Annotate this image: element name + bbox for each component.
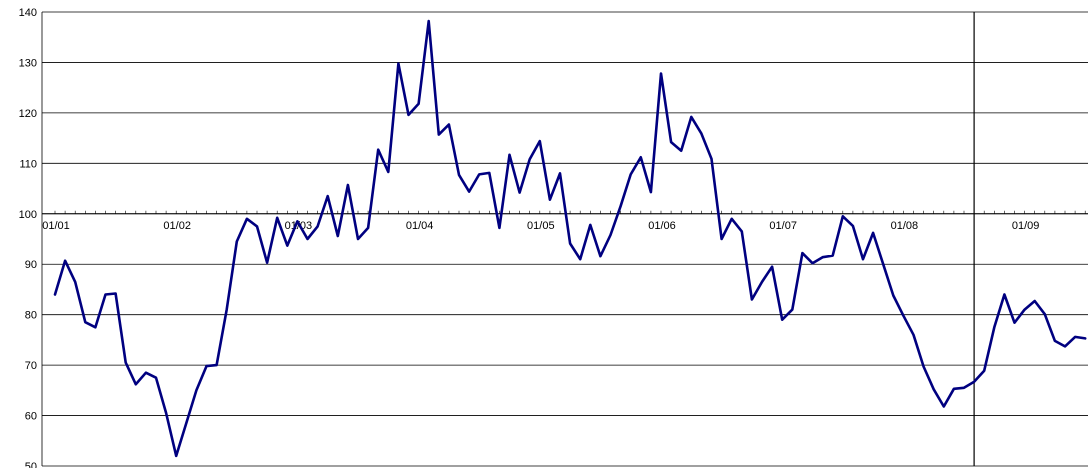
x-tick-label: 01/06 [648,220,676,232]
x-tick-label: 01/03 [285,220,313,232]
axes [41,12,1088,466]
x-tick-label: 01/09 [1012,220,1040,232]
x-tick-label: 01/04 [406,220,434,232]
gridlines [42,11,1088,467]
series-layer [53,19,1087,458]
y-tick-label: 100 [19,209,37,221]
y-tick-label: 90 [25,259,37,271]
x-tick-label: 01/07 [769,220,797,232]
y-tick-label: 50 [25,461,37,468]
y-tick-label: 130 [19,57,37,69]
x-tick-label: 01/05 [527,220,555,232]
y-axis-tick-labels: 50 60 70 80 90 100 110 120 130 140 [19,7,37,468]
y-tick-label: 140 [19,7,37,19]
x-tick-label: 01/02 [163,220,191,232]
x-axis-tick-labels: 01/01 01/02 01/03 01/04 01/05 01/06 01/07 01/08… [42,220,1039,232]
series-line [53,19,1087,458]
y-tick-label: 80 [25,310,37,322]
x-tick-label: 01/01 [42,220,70,232]
y-tick-label: 110 [19,158,37,170]
y-tick-label: 70 [25,360,37,372]
y-tick-label: 120 [19,108,37,120]
x-tick-label: 01/08 [891,220,919,232]
y-tick-label: 60 [25,411,37,423]
